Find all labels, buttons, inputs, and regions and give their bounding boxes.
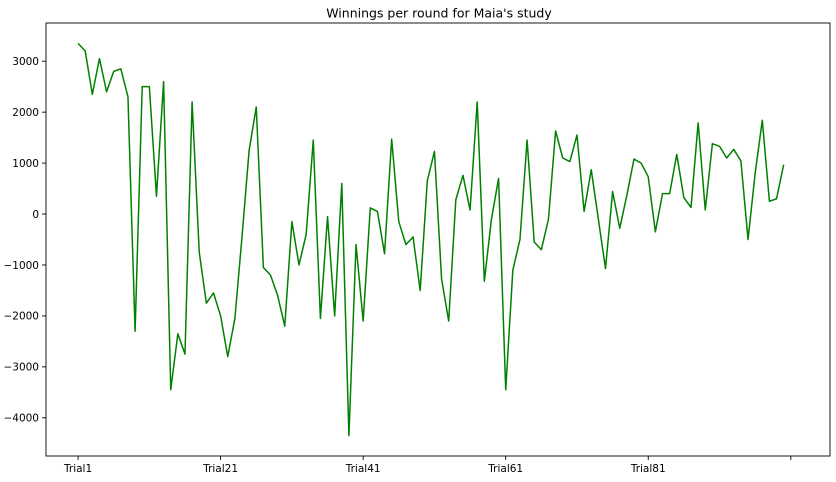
y-tick-label: −4000 — [3, 413, 39, 425]
chart-title: Winnings per round for Maia's study — [326, 6, 552, 21]
x-tick-label: Trial21 — [202, 463, 238, 475]
y-tick-label: −3000 — [3, 362, 39, 374]
y-tick-label: 0 — [32, 209, 39, 221]
y-tick-label: 3000 — [12, 56, 39, 68]
series-layer — [77, 42, 785, 437]
y-tick-label: −2000 — [3, 311, 39, 323]
axes-spines — [45, 22, 831, 457]
y-tick-label: 2000 — [12, 107, 39, 119]
x-tick-label: Trial1 — [63, 463, 92, 475]
x-tick-label: Trial41 — [345, 463, 381, 475]
axes-frame — [45, 22, 831, 457]
x-tick-label: Trial61 — [487, 463, 523, 475]
x-axis: Trial1 Trial21 Trial41 Trial61 Trial81 — [63, 456, 792, 475]
y-tick-label: 1000 — [12, 158, 39, 170]
series-line — [77, 42, 785, 437]
y-axis: −4000 −3000 −2000 −1000 0 1000 2000 3000 — [3, 56, 46, 425]
x-tick-label: Trial81 — [630, 463, 666, 475]
y-tick-label: −1000 — [3, 260, 39, 272]
